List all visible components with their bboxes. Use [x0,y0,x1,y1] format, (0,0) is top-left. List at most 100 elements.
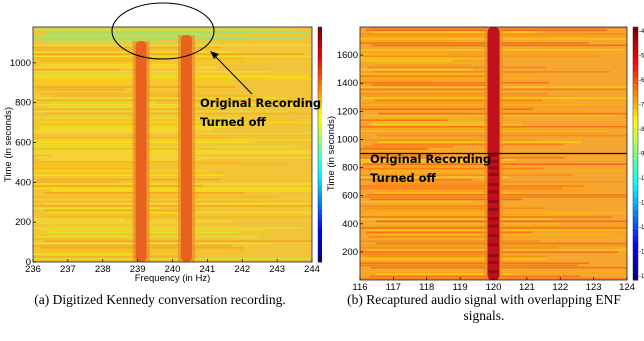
noise-band [360,209,502,212]
noise-band [360,253,489,256]
noise-band [360,119,448,121]
y-axis-label: Time (in seconds) [3,107,14,182]
noise-band [360,264,579,267]
x-tick-label: 236 [25,264,41,275]
colorbar-segment [318,209,322,216]
colorbar-segment [633,77,638,85]
x-tick-label: 244 [304,264,320,275]
noise-band [41,251,198,253]
noise-band [33,134,312,137]
noise-band [33,104,312,106]
noise-band [33,38,303,40]
noise-band [36,196,278,198]
noise-band [360,73,495,75]
colorbar-segment [318,32,322,40]
noise-band [360,178,473,181]
colorbar-segment [318,109,322,116]
colorbar-segment [318,132,322,140]
noise-band [360,185,585,187]
noise-band [360,57,494,60]
noise-band [376,64,470,66]
colorbar-tick-label: -14 [639,274,644,280]
colorbar-segment [318,191,322,198]
enf-ridge-dark [488,207,499,211]
colorbar-segment [633,96,638,104]
colorbar-segment [318,115,322,122]
noise-band [360,200,474,203]
colorbar-segment [633,273,638,281]
colorbar-tick-label: -8 [639,127,644,133]
x-tick-label: 122 [552,282,568,290]
colorbar-segment [318,79,322,87]
colorbar-segment [318,256,322,263]
x-tick-label: 120 [486,282,502,290]
colorbar-segment [318,150,322,157]
colorbar-segment [633,58,638,66]
enf-ridge-dark [488,190,499,194]
noise-band [360,90,510,93]
noise-band [375,203,542,205]
noise-band [44,209,197,212]
annotation-text: Original Recording [200,96,321,110]
noise-band [360,187,563,190]
colorbar-segment [633,254,638,262]
caption-b: (b) Recaptured audio signal with overlap… [347,292,621,323]
noise-band [50,101,157,104]
noise-band [33,181,119,183]
enf-ridge-dark [488,166,499,170]
noise-band [38,229,266,231]
noise-band [360,77,538,80]
noise-band [52,154,193,157]
colorbar-segment [318,179,322,187]
enf-ridge [135,40,147,262]
enf-ridge-dark [488,253,499,257]
annotation-text: Turned off [200,115,267,129]
y-tick-label: 200 [342,247,358,258]
enf-ridge-dark [488,153,499,157]
y-axis-label: Time (in seconds) [326,116,337,191]
noise-band [369,137,474,139]
noise-band [40,93,196,95]
noise-band [33,165,142,168]
noise-band [360,218,553,220]
colorbar-segment [318,203,322,210]
noise-band [370,198,522,201]
noise-band [360,46,604,49]
noise-band [360,148,428,150]
noise-band [41,148,214,150]
noise-band [360,53,447,55]
noise-band [360,130,609,132]
noise-band [33,86,236,88]
colorbar-segment [633,166,638,173]
colorbar-segment [633,197,638,205]
x-tick-label: 116 [352,282,367,290]
noise-band [33,152,312,154]
noise-band [33,167,131,170]
colorbar-segment [633,235,638,243]
y-tick-label: 800 [342,163,358,174]
noise-band [33,222,181,225]
noise-band [33,242,273,245]
noise-band [365,95,575,97]
colorbar-segment [318,97,322,104]
noise-band [360,40,452,42]
noise-band [33,161,240,163]
noise-band [33,185,203,187]
noise-band [33,130,190,132]
colorbar-segment [318,226,322,234]
noise-band [35,97,289,99]
noise-band [33,66,218,69]
colorbar-segment [633,90,638,98]
noise-band [34,132,312,135]
noise-band [38,172,267,174]
colorbar-segment [318,138,322,145]
colorbar-segment [318,74,322,81]
colorbar-segment [633,33,638,41]
colorbar-segment [633,115,638,123]
noise-band [47,106,191,108]
noise-band [360,159,516,161]
noise-band [360,161,505,163]
colorbar-segment [318,103,322,110]
noise-band [360,174,573,176]
noise-band [360,269,528,271]
